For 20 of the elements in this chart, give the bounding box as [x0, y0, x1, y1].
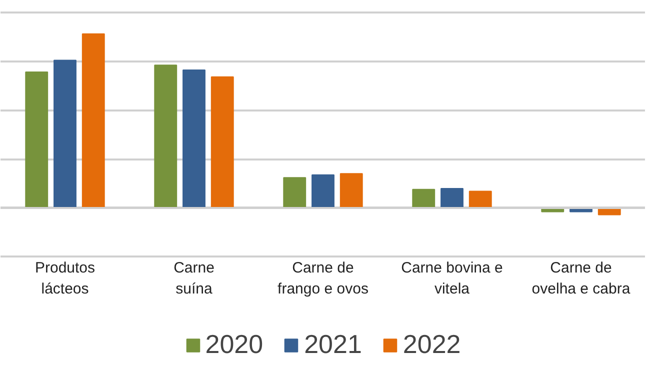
- bar: [182, 70, 206, 208]
- bar: [82, 33, 105, 208]
- x-tick-label: Carne de ovelha e cabra: [532, 259, 631, 298]
- bar: [440, 188, 464, 208]
- x-tick-label: Produtos lácteos: [34, 259, 96, 298]
- legend-label: 2021: [304, 329, 362, 360]
- bar: [25, 71, 48, 208]
- bar: [283, 177, 306, 208]
- bar: [312, 174, 334, 208]
- bar: [340, 173, 363, 208]
- x-tick-label: Carne bovina e vitela: [401, 259, 503, 298]
- legend-label: 2020: [205, 329, 264, 360]
- bar: [210, 76, 234, 208]
- x-tick-label: Carne suína: [174, 259, 214, 298]
- x-tick-label: Carne de frango e ovos: [278, 259, 368, 298]
- legend-label: 2022: [402, 329, 461, 360]
- bar: [154, 64, 178, 208]
- bar: [54, 60, 76, 208]
- bar: [412, 188, 436, 208]
- bar: [468, 190, 492, 208]
